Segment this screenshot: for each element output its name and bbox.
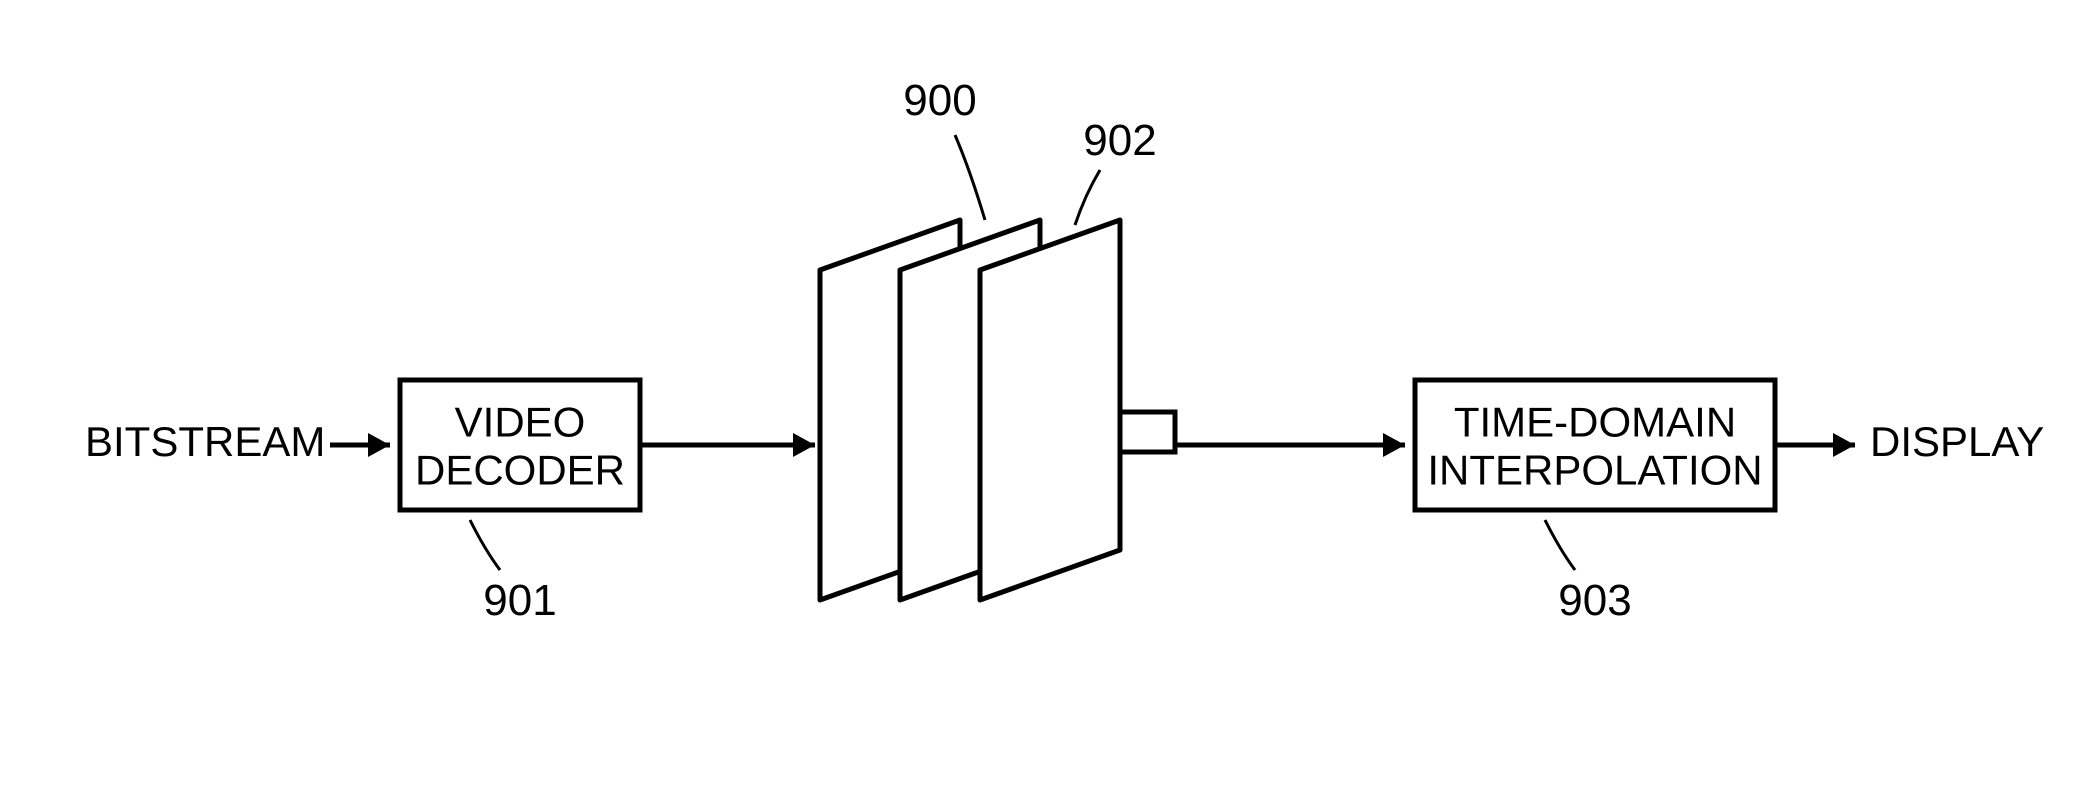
output-label: DISPLAY bbox=[1870, 418, 2044, 465]
input-label: BITSTREAM bbox=[85, 418, 325, 465]
block-diagram: BITSTREAM DISPLAY VIDEO DECODER TIME-DOM… bbox=[0, 0, 2093, 792]
ref-901: 901 bbox=[483, 576, 556, 625]
video-decoder-block: VIDEO DECODER bbox=[400, 380, 640, 510]
frame-3 bbox=[980, 220, 1120, 600]
time-domain-interpolation-block: TIME-DOMAIN INTERPOLATION bbox=[1415, 380, 1775, 510]
frame-buffer-stack bbox=[820, 220, 1175, 600]
interp-line2: INTERPOLATION bbox=[1427, 447, 1762, 494]
ref-900: 900 bbox=[903, 76, 976, 125]
ref-903: 903 bbox=[1558, 576, 1631, 625]
interp-line1: TIME-DOMAIN bbox=[1454, 399, 1736, 446]
video-decoder-line1: VIDEO bbox=[455, 399, 586, 446]
video-decoder-line2: DECODER bbox=[415, 447, 625, 494]
ref-902: 902 bbox=[1083, 116, 1156, 165]
